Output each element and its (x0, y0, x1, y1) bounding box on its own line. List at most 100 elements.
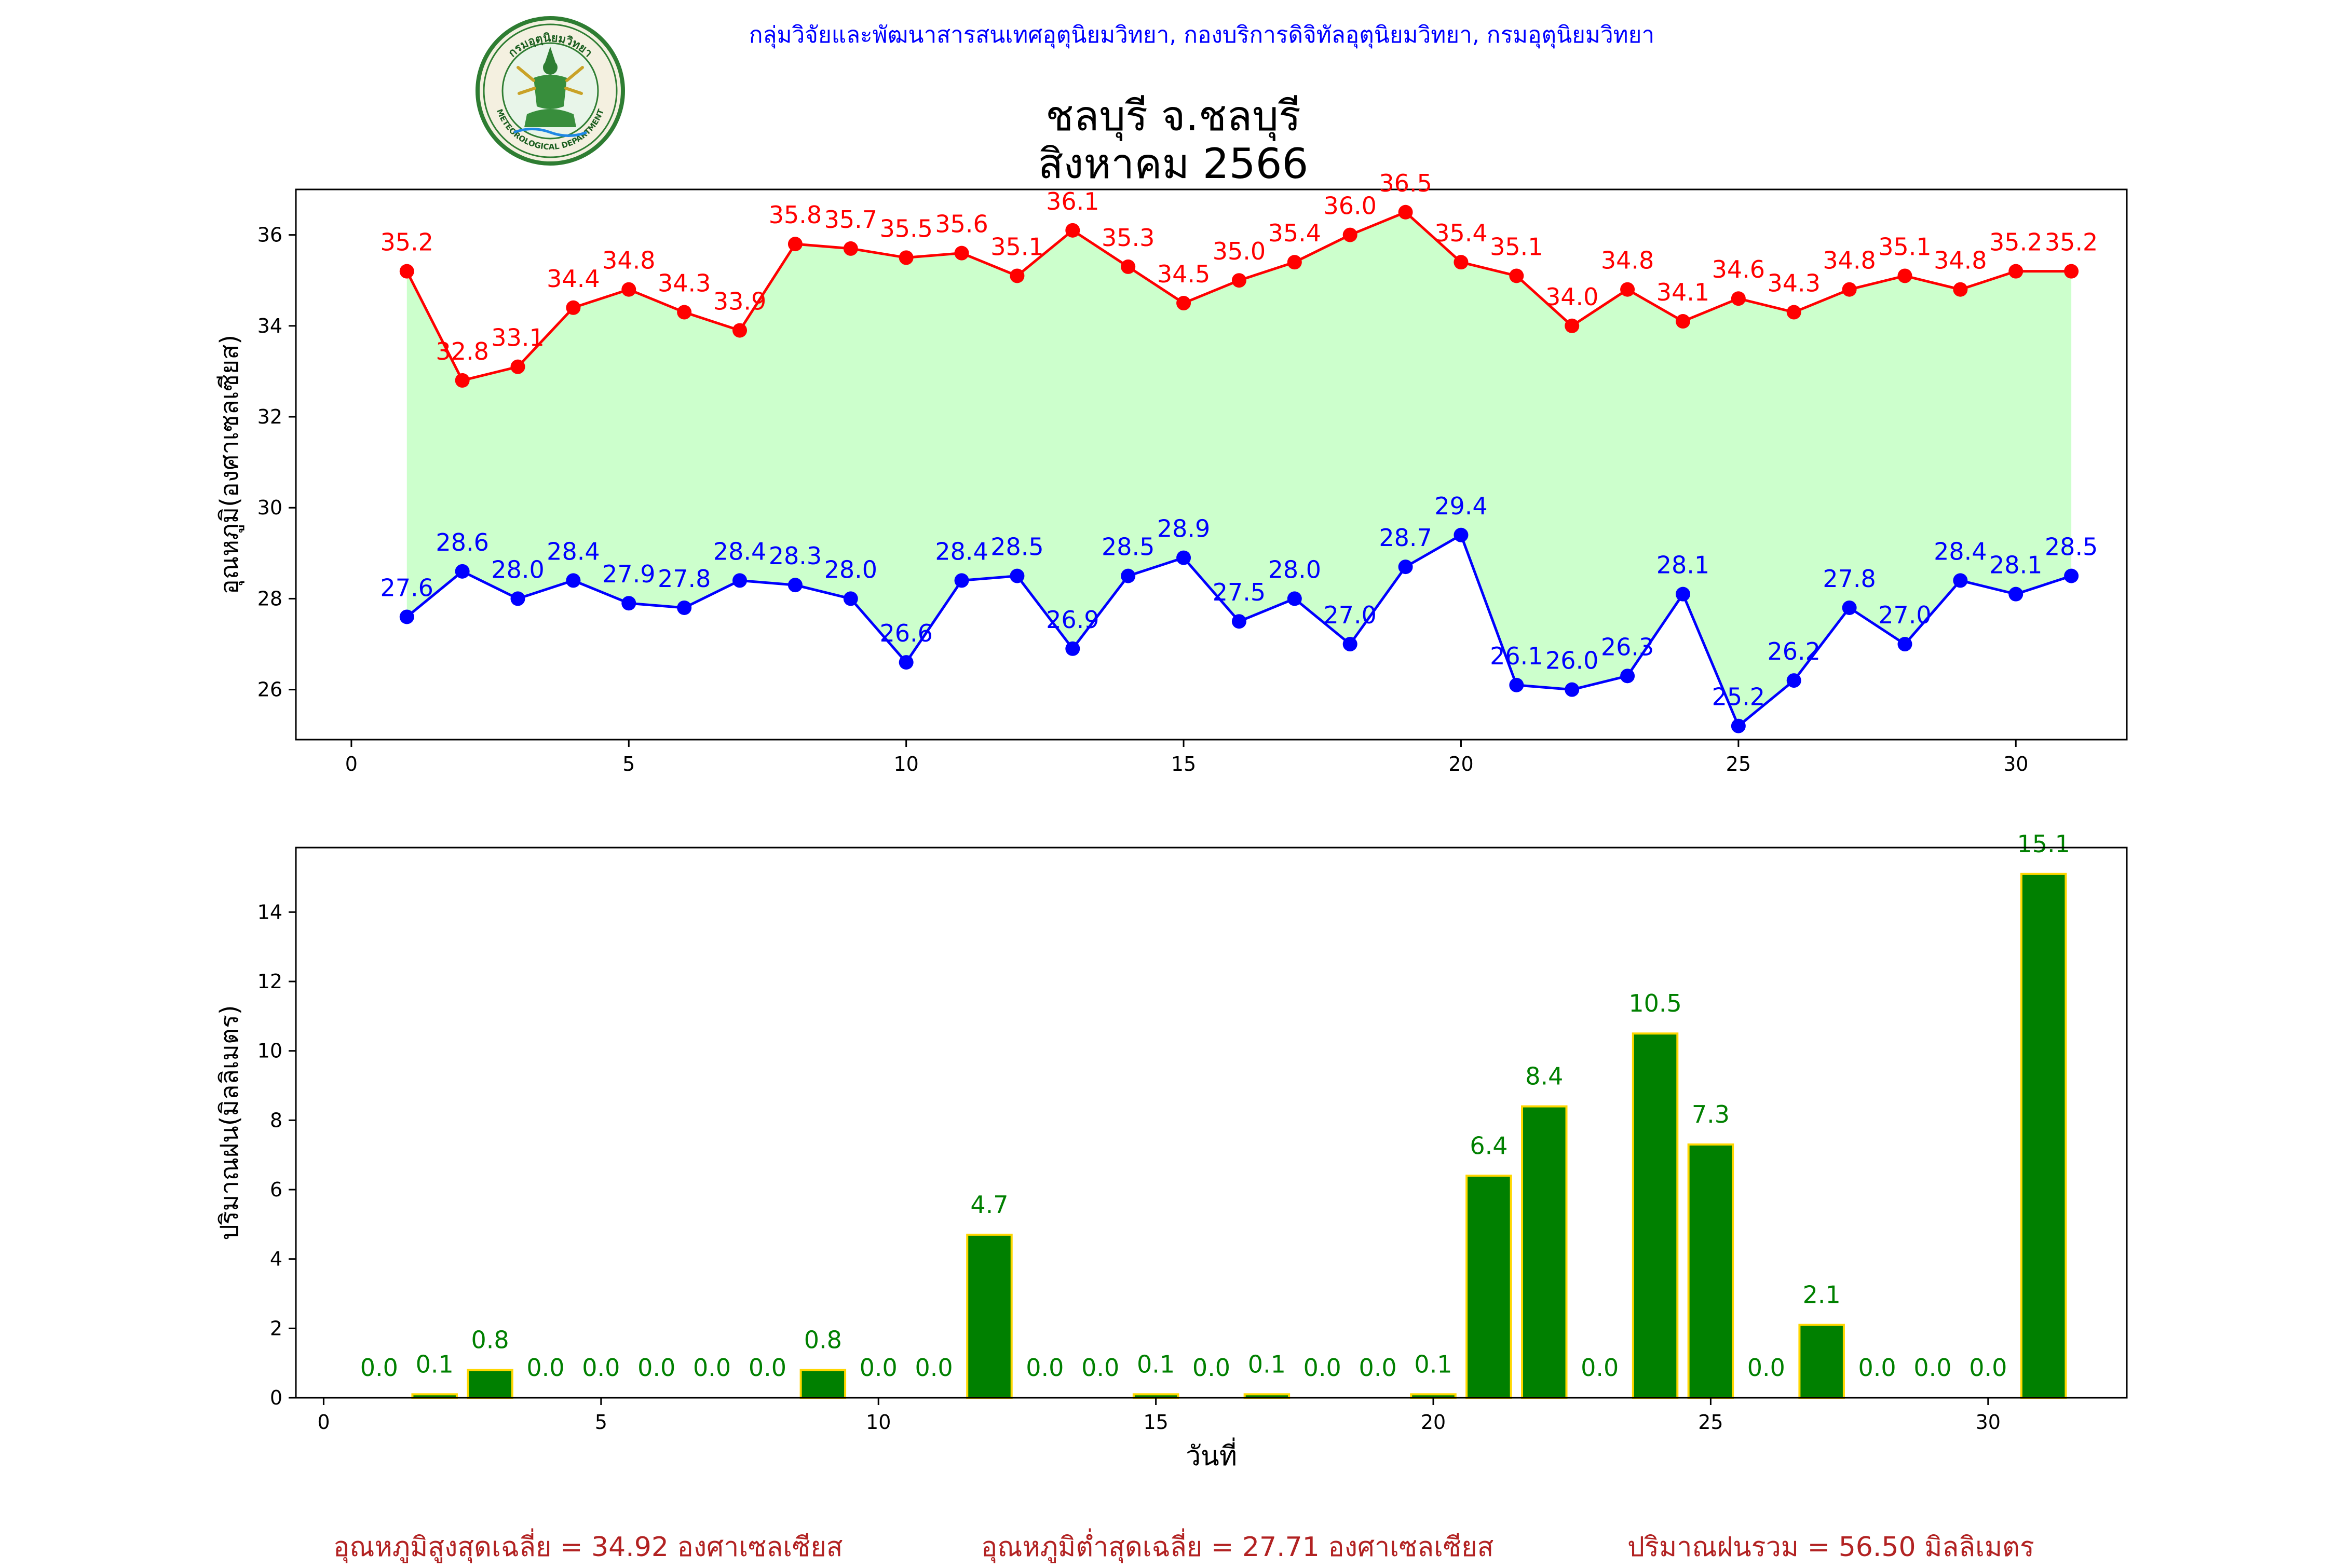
rainfall-data-label: 10.5 (1628, 989, 1681, 1017)
temperature-y-tick-label: 28 (257, 587, 282, 610)
rainfall-data-label: 2.1 (1803, 1281, 1841, 1309)
deity-figure-icon (513, 47, 587, 137)
avg-max-temperature: อุณหภูมิสูงสุดเฉลี่ย = 34.92 องศาเซลเซีย… (333, 1532, 843, 1563)
max-temperature-data-label: 34.3 (1768, 269, 1821, 297)
min-temperature-point (1620, 669, 1635, 684)
max-temperature-data-label: 35.8 (769, 201, 822, 229)
max-temperature-data-label: 35.4 (1434, 219, 1487, 247)
rainfall-data-label: 0.0 (526, 1354, 564, 1382)
max-temperature-data-label: 34.8 (1934, 247, 1987, 275)
min-temperature-data-label: 28.4 (1934, 537, 1987, 565)
rainfall-bar (467, 1369, 513, 1399)
rainfall-data-label: 0.0 (915, 1354, 953, 1382)
max-temperature-point (787, 237, 803, 252)
max-temperature-point (455, 373, 470, 388)
rainfall-bar (799, 1369, 847, 1399)
max-temperature-point (1287, 255, 1302, 270)
rainfall-data-label: 0.0 (1081, 1354, 1119, 1382)
temperature-range-fill (406, 212, 2072, 726)
max-temperature-point (1620, 282, 1635, 297)
rainfall-bar (1687, 1143, 1734, 1399)
max-temperature-data-label: 35.3 (1102, 224, 1155, 252)
min-temperature-data-label: 26.0 (1545, 647, 1598, 675)
max-temperature-data-label: 34.8 (1823, 247, 1876, 275)
rainfall-bar (1521, 1105, 1568, 1399)
max-temperature-data-label: 35.0 (1213, 237, 1266, 265)
rainfall-data-label: 0.0 (360, 1354, 398, 1382)
max-temperature-point (2064, 264, 2079, 279)
rainfall-data-label: 0.8 (471, 1326, 509, 1354)
min-temperature-data-label: 28.3 (769, 542, 822, 570)
max-temperature-point (1786, 305, 1801, 320)
min-temperature-point (399, 609, 414, 624)
min-temperature-data-label: 27.6 (381, 574, 433, 602)
max-temperature-data-label: 32.8 (436, 337, 488, 365)
temperature-y-tick-label: 36 (257, 224, 282, 247)
rainfall-chart: 0.0 0.1 0.8 0.0 0.0 0.0 0.0 0.0 0.8 0.0 0.0 4.7 0.0 0… (215, 830, 2128, 1472)
min-temperature-point (1231, 614, 1246, 629)
meteorological-department-logo: กรมอุตุนิยมวิทยา METEOROLOGICAL DEPARTME… (476, 16, 625, 166)
temperature-y-tick-label: 34 (257, 315, 282, 337)
min-temperature-point (899, 655, 914, 670)
avg-min-temperature: อุณหภูมิต่ำสุดเฉลี่ย = 27.71 องศาเซลเซีย… (981, 1532, 1494, 1563)
chart-title-station: ชลบุรี จ.ชลบุรี (1045, 92, 1301, 140)
max-temperature-point (1842, 282, 1857, 297)
min-temperature-data-label: 28.4 (547, 537, 600, 565)
rainfall-data-label: 0.0 (582, 1354, 620, 1382)
rainfall-data-label: 0.0 (860, 1354, 898, 1382)
max-temperature-point (1675, 314, 1690, 329)
max-temperature-data-label: 34.8 (1601, 247, 1654, 275)
temperature-x-tick-label: 15 (1171, 753, 1196, 775)
temperature-plot-frame (295, 188, 2128, 741)
max-temperature-point (954, 246, 969, 261)
max-temperature-point (1731, 291, 1746, 306)
rainfall-y-tick-label: 2 (270, 1317, 282, 1340)
rainfall-data-label: 0.0 (1581, 1354, 1619, 1382)
rainfall-y-tick-label: 12 (257, 970, 282, 993)
min-temperature-data-label: 29.4 (1434, 492, 1487, 520)
min-temperature-data-label: 27.0 (1323, 601, 1376, 629)
max-temperature-data-label: 36.1 (1046, 187, 1099, 215)
min-temperature-point (621, 596, 636, 611)
max-temperature-data-label: 35.6 (935, 210, 988, 238)
max-temperature-data-label: 34.4 (547, 265, 600, 293)
rainfall-bar (1632, 1032, 1679, 1399)
min-temperature-data-label: 28.7 (1379, 524, 1432, 552)
rainfall-bar (1798, 1324, 1845, 1399)
min-temperature-data-label: 26.2 (1768, 637, 1821, 665)
min-temperature-data-label: 27.8 (1823, 565, 1876, 593)
min-temperature-data-label: 28.0 (824, 555, 877, 583)
temperature-x-tick-label: 0 (345, 753, 358, 775)
rainfall-y-tick-label: 6 (270, 1178, 282, 1201)
min-temperature-point (1398, 560, 1413, 575)
rainfall-y-tick-label: 0 (270, 1386, 282, 1409)
max-temperature-point (1342, 227, 1357, 242)
min-temperature-data-label: 26.1 (1490, 642, 1543, 670)
min-temperature-data-label: 28.5 (1102, 533, 1155, 561)
min-temperature-point (843, 591, 858, 606)
rainfall-data-label: 0.0 (749, 1354, 786, 1382)
temperature-x-tick-label: 10 (893, 753, 918, 775)
max-temperature-point (1231, 273, 1246, 288)
min-temperature-data-label: 28.1 (1989, 551, 2042, 579)
max-temperature-point (399, 264, 414, 279)
max-temperature-point (2008, 264, 2023, 279)
max-temperature-point (1176, 296, 1191, 311)
min-temperature-point (1121, 568, 1136, 583)
max-temperature-data-label: 35.2 (2045, 228, 2098, 256)
max-temperature-point (1121, 259, 1136, 274)
max-temperature-point (1897, 268, 1912, 283)
rainfall-plot-frame (295, 847, 2128, 1399)
min-temperature-point (1842, 600, 1857, 615)
min-temperature-point (1065, 641, 1080, 656)
min-temperature-point (1786, 673, 1801, 688)
temperature-y-axis-label: อุณหภูมิ(องศาเซลเซียส) (215, 335, 245, 594)
min-temperature-point (1454, 527, 1469, 542)
min-temperature-point (510, 591, 525, 606)
rainfall-data-label: 0.1 (416, 1350, 454, 1378)
min-temperature-data-label: 27.0 (1878, 601, 1931, 629)
min-temperature-data-label: 27.5 (1213, 578, 1266, 606)
min-temperature-point (566, 573, 581, 588)
min-temperature-data-label: 25.2 (1712, 683, 1765, 711)
max-temperature-data-label: 35.4 (1268, 219, 1321, 247)
